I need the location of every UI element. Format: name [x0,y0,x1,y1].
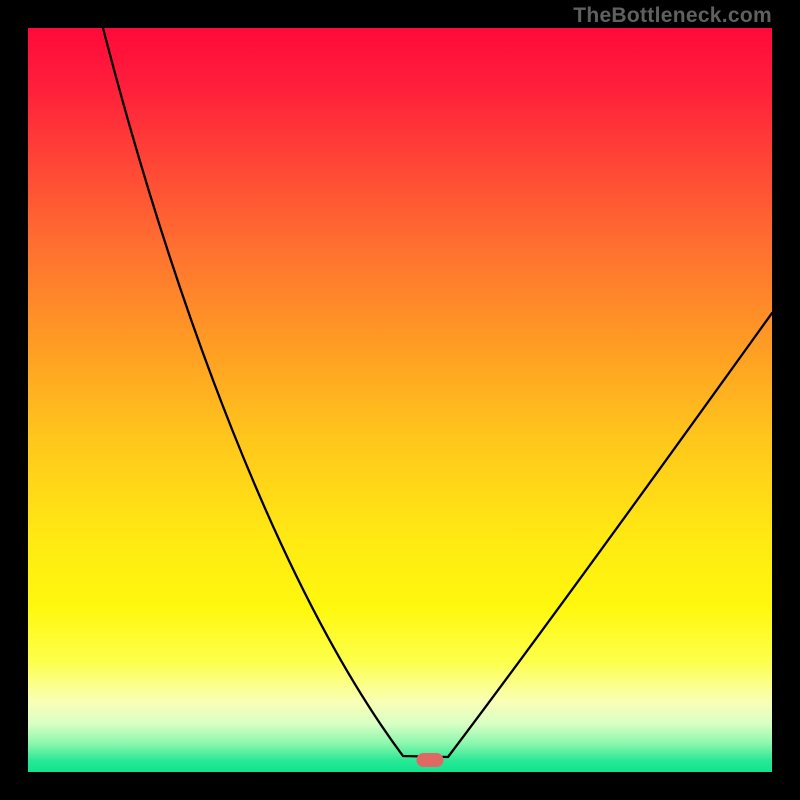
attenuation-curve [28,28,772,772]
watermark-text: TheBottleneck.com [573,4,772,28]
curve-path [103,28,772,757]
optimum-marker [417,753,444,767]
plot-area [28,28,772,772]
chart-frame: TheBottleneck.com [0,0,800,800]
